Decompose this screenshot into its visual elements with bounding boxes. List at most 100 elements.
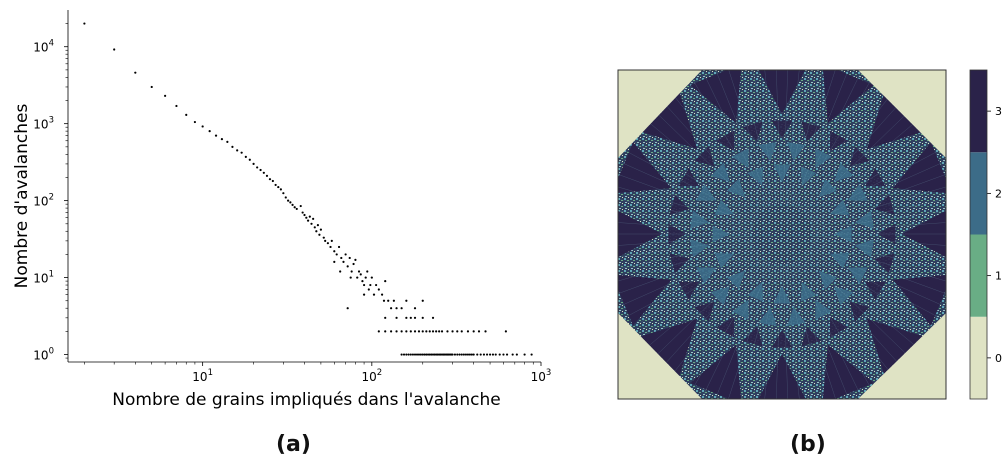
fractal-triangle — [712, 225, 730, 243]
fractal-triangle — [787, 307, 806, 326]
fractal-streak — [796, 259, 873, 390]
fractal-triangle — [696, 267, 717, 284]
fractal-streak — [811, 208, 946, 231]
data-point — [359, 273, 362, 276]
fractal-streak — [702, 72, 770, 208]
data-point — [315, 230, 318, 233]
fractal-triangle — [716, 317, 735, 338]
data-point — [472, 353, 475, 356]
data-point — [369, 283, 372, 287]
data-point — [175, 104, 178, 108]
fractal-streak — [804, 118, 921, 215]
data-point — [113, 48, 116, 51]
fractal-triangle — [815, 299, 832, 320]
fractal-streak — [762, 263, 780, 399]
data-point — [201, 125, 204, 128]
x-tick-label: 103 — [531, 368, 552, 384]
fractal-triangle — [800, 282, 817, 302]
data-point — [150, 85, 153, 89]
fractal-streak — [801, 256, 903, 368]
heatmap-frame — [617, 69, 947, 400]
data-point — [407, 353, 410, 356]
fractal-streak — [702, 260, 770, 396]
data-point — [402, 353, 406, 356]
fractal-streak — [811, 196, 946, 228]
fractal-triangle — [668, 223, 686, 245]
data-point — [301, 211, 304, 214]
y-tick-label: 103 — [33, 116, 54, 132]
data-point — [423, 353, 426, 356]
data-point — [484, 330, 487, 333]
data-point — [433, 353, 436, 356]
fractal-streak — [726, 70, 773, 206]
fractal-streak — [789, 263, 826, 399]
data-point — [421, 330, 424, 333]
data-point — [428, 330, 431, 333]
data-point — [479, 353, 482, 356]
data-point — [462, 353, 465, 356]
data-point — [505, 353, 509, 356]
data-point — [313, 226, 316, 229]
fractal-streak — [629, 138, 757, 219]
fractal-streak — [750, 263, 777, 399]
data-point — [291, 203, 294, 207]
fractal-streak — [714, 70, 771, 207]
fractal-triangle — [696, 184, 717, 201]
fractal-streak — [691, 78, 768, 209]
fractal-triangle — [855, 210, 874, 229]
fractal-triangle — [818, 178, 838, 198]
data-point — [244, 155, 247, 159]
fractal-streak — [798, 84, 883, 210]
fractal-triangle — [865, 281, 886, 300]
fractal-streak — [618, 242, 754, 284]
data-point — [395, 330, 398, 333]
data-point — [405, 316, 408, 319]
data-point — [306, 219, 310, 222]
fractal-streak — [782, 70, 789, 205]
fractal-streak — [652, 108, 761, 214]
fractal-streak — [618, 184, 754, 226]
fractal-triangle — [771, 330, 793, 348]
data-point — [477, 330, 481, 333]
fractal-streak — [618, 196, 753, 228]
data-point — [504, 330, 507, 333]
data-point — [342, 260, 345, 263]
fractal-streak — [789, 70, 826, 205]
data-point — [485, 353, 489, 356]
data-point — [491, 353, 495, 356]
panel-caption-a: (a) — [276, 432, 311, 457]
fractal-streak — [784, 263, 802, 399]
data-point — [421, 316, 424, 319]
fractal-triangle — [732, 299, 749, 320]
fractal-streak — [796, 78, 873, 209]
data-point — [435, 353, 438, 356]
fractal-triangle — [878, 223, 896, 245]
fractal-triangle — [716, 130, 735, 151]
fractal-triangle — [801, 326, 822, 347]
sandpile-octagon — [618, 70, 946, 399]
data-point — [282, 192, 285, 195]
data-point — [375, 283, 378, 287]
data-point — [324, 239, 327, 242]
fractal-triangle — [742, 121, 763, 142]
data-point — [356, 276, 359, 279]
fractal-triangle — [669, 253, 690, 274]
data-point — [466, 330, 470, 333]
data-point — [329, 245, 332, 249]
fractal-triangle — [710, 286, 730, 306]
fractal-triangle — [690, 70, 742, 124]
data-point — [409, 330, 412, 333]
data-point — [384, 280, 387, 283]
data-point — [265, 174, 269, 177]
fractal-streak — [811, 240, 946, 272]
fractal-streak — [629, 249, 757, 330]
fractal-triangle — [801, 121, 822, 142]
fractal-triangle — [742, 326, 763, 347]
data-point — [476, 353, 479, 356]
fractal-triangle — [830, 252, 850, 269]
data-point — [322, 236, 325, 239]
data-point — [380, 293, 384, 296]
data-point — [236, 149, 239, 152]
data-point — [417, 330, 421, 333]
data-point — [392, 299, 395, 302]
